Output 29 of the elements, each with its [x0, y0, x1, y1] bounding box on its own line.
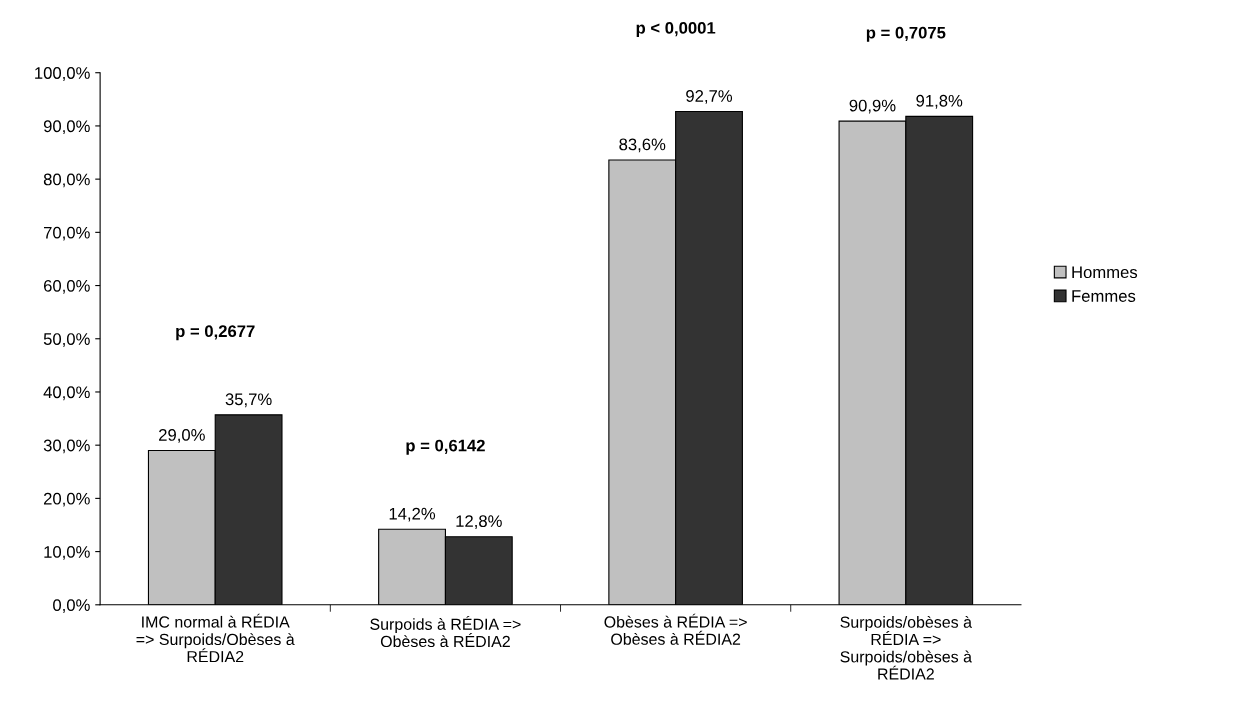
- text: p = 0,7075: [866, 26, 946, 42]
- data-label: 12,8%: [456, 515, 502, 529]
- legend-label: Hommes: [1072, 266, 1138, 279]
- y-tick-label: 50,0%: [43, 333, 90, 347]
- legend-label: Femmes: [1072, 290, 1136, 302]
- annotation: p = 0,6142: [406, 439, 485, 455]
- text: p < 0,0001: [636, 21, 716, 38]
- y-tick-label: 30,0%: [43, 439, 90, 454]
- data-label: 91,8%: [916, 94, 963, 109]
- data-label: 90,9%: [849, 99, 896, 114]
- data-label: 92,7%: [686, 90, 733, 104]
- y-tick-label: 20,0%: [43, 492, 90, 507]
- x-tick-label: Surpoids/obèses à RÉDIA => Surpoids/obèses à RÉDIA2: [840, 615, 972, 680]
- x-tick-label: Obèses à RÉDIA => Obèses à RÉDIA2: [604, 613, 747, 645]
- y-tick-label: 0,0%: [53, 599, 90, 613]
- y-tick-label: 10,0%: [44, 545, 90, 560]
- y-tick-label: 90,0%: [43, 120, 90, 135]
- y-tick-label: 80,0%: [43, 173, 90, 188]
- y-tick-label: 40,0%: [43, 386, 90, 401]
- y-tick-label: 100,0%: [35, 67, 90, 81]
- x-tick-label: IMC normal à RÉDIA => Surpoids/Obèses à RÉDIA2: [136, 613, 295, 663]
- data-label: 83,6%: [619, 138, 666, 153]
- data-label: 29,0%: [159, 429, 205, 443]
- annotation: p = 0,2677: [176, 325, 255, 341]
- data-label: 14,2%: [389, 507, 436, 522]
- y-tick-label: 70,0%: [43, 226, 90, 241]
- x-tick-label: Surpoids à RÉDIA => Obèses à RÉDIA2: [370, 615, 521, 648]
- y-tick-label: 60,0%: [43, 279, 90, 294]
- data-label: 35,7%: [225, 393, 272, 408]
